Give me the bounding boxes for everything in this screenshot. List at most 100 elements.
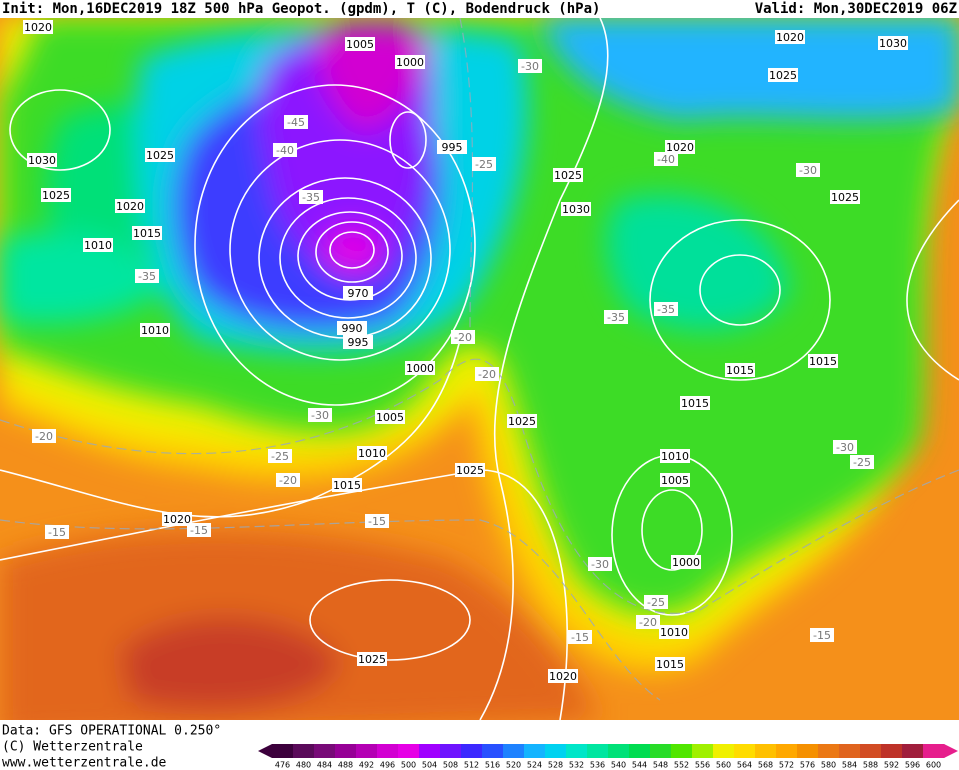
colorbar-tick-label: 600 [926,761,941,770]
pressure-label-box [23,20,53,34]
colorbar-tick-label: 532 [569,761,584,770]
temperature-label-box [308,408,332,422]
isobar [194,84,476,406]
field-magenta [322,226,382,274]
pressure-label-box [507,414,537,428]
pressure-label: 1010 [84,239,112,252]
colorbar-swatch [881,744,903,758]
temperature-label: -25 [853,456,871,469]
colorbar-swatch [797,744,819,758]
temperature-label-box [45,525,69,539]
pressure-label-box [660,473,690,487]
temperature-label: -15 [813,629,831,642]
colorbar-tick-label: 548 [653,761,668,770]
colorbar-swatch [860,744,882,758]
temperature-label: -20 [454,331,472,344]
colorbar-swatch [335,744,357,758]
colorbar-tick-label: 576 [800,761,815,770]
temperature-label: -15 [368,515,386,528]
pressure-label: 1025 [769,69,797,82]
colorbar-swatch [293,744,315,758]
pressure-label: 1010 [661,450,689,463]
colorbar-swatch [545,744,567,758]
temperature-label: -15 [571,631,589,644]
temperature-label-box [365,514,389,528]
isobar [389,111,427,169]
pressure-label: 1025 [358,653,386,666]
pressure-label-box [671,555,701,569]
colorbar-tick-label: 544 [632,761,647,770]
pressure-label: 1020 [666,141,694,154]
pressure-label-box [27,153,57,167]
colorbar-swatch [419,744,441,758]
temperature-label: -40 [276,144,294,157]
pressure-label-box [405,361,435,375]
colorbar-tick-label: 488 [338,761,353,770]
temperature-label: -35 [607,311,625,324]
pressure-label: 1015 [333,479,361,492]
temperature-label: -30 [311,409,329,422]
pressure-label: 1025 [508,415,536,428]
pressure-label: 1025 [146,149,174,162]
pressure-label-box [375,410,405,424]
temperature-label-box [135,269,159,283]
temperature-label: -20 [639,616,657,629]
colorbar: 476 480 484 488 492 496 500 504 508 512 516 520 524 5… [258,744,958,770]
temperature-label-box [187,523,211,537]
colorbar-tick-label: 496 [380,761,395,770]
colorbar-swatch [608,744,630,758]
pressure-label: 1025 [554,169,582,182]
colorbar-tick-label: 512 [464,761,479,770]
temperature-label: -35 [302,191,320,204]
pressure-label-box [553,168,583,182]
pressure-label: 1015 [133,227,161,240]
temperature-label: -40 [657,153,675,166]
colorbar-tick-label: 524 [527,761,542,770]
init-text: Init: Mon,16DEC2019 18Z 500 hPa Geopot. … [2,1,600,17]
pressure-label-box [680,396,710,410]
isobar [641,489,703,571]
pressure-label-box [561,202,591,216]
colorbar-swatch [818,744,840,758]
isotherm [0,358,959,614]
temperature-label: -20 [478,368,496,381]
colorbar-swatch [629,744,651,758]
temperature-label-box [604,310,628,324]
colorbar-swatch [503,744,525,758]
colorbar-tick-label: 536 [590,761,605,770]
colorbar-swatch [671,744,693,758]
pressure-label: 1010 [141,324,169,337]
pressure-label: 1000 [672,556,700,569]
colorbar-swatch [272,744,294,758]
pressure-label: 1025 [42,189,70,202]
temperature-label: -30 [836,441,854,454]
pressure-label: 1015 [656,658,684,671]
temperature-label-box [284,115,308,129]
temperature-label-box [588,557,612,571]
colorbar-tick-label: 588 [863,761,878,770]
colorbar-swatch [713,744,735,758]
pressure-label: 990 [342,322,363,335]
temperature-label: -45 [287,116,305,129]
colorbar-swatch [902,744,924,758]
colorbar-swatch [566,744,588,758]
pressure-label-box [665,140,695,154]
pressure-label-box [775,30,805,44]
pressure-label-box [343,286,373,300]
colorbar-tick-label: 564 [737,761,752,770]
colorbar-swatch [482,744,504,758]
colorbar-tick-label: 520 [506,761,521,770]
pressure-label: 1005 [376,411,404,424]
temperature-label: -15 [48,526,66,539]
isobar [329,231,375,269]
pressure-label-box [162,512,192,526]
colorbar-tick-label: 516 [485,761,500,770]
colorbar-swatch [587,744,609,758]
colorbar-tick-label: 500 [401,761,416,770]
pressure-label: 1015 [726,364,754,377]
isobar [229,139,451,361]
temperature-label: -35 [657,303,675,316]
temperature-label-box [796,163,820,177]
temperature-label-box [472,157,496,171]
